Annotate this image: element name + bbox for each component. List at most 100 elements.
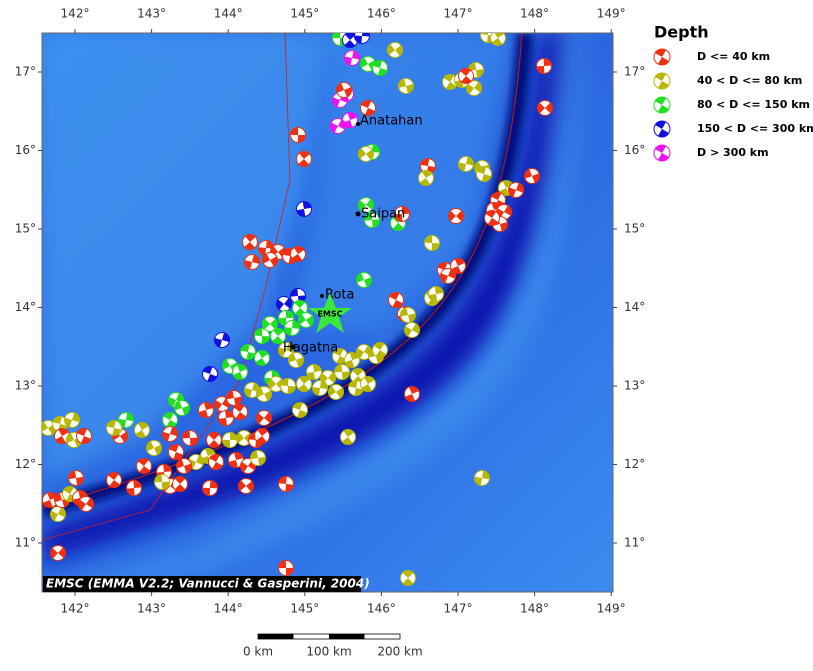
- beachball: [360, 56, 376, 72]
- place-label: Saipan: [361, 207, 405, 222]
- beachball-quadrant: [290, 127, 306, 143]
- legend: D <= 40 km 40 < D <= 80 km 80 < D <= 150 k…: [653, 48, 813, 162]
- bathymetry: [42, 33, 613, 592]
- lon-label: 143°: [137, 602, 166, 616]
- beachball-quadrant: [356, 272, 372, 288]
- beachball-quadrant: [264, 370, 280, 386]
- beachball: [198, 402, 214, 418]
- beachball: [330, 118, 346, 134]
- beachball-quadrant: [162, 426, 178, 442]
- beachball: [270, 328, 286, 344]
- beachball: [244, 254, 260, 270]
- lon-label: 144°: [214, 602, 243, 616]
- beachball: [42, 420, 56, 436]
- lon-label: 146°: [367, 602, 396, 616]
- lon-label: 144°: [214, 7, 243, 21]
- beachball: [182, 430, 198, 446]
- beachball-quadrant: [163, 412, 177, 428]
- legend-title: Depth: [654, 23, 709, 42]
- beachball-quadrant: [491, 33, 505, 46]
- lat-label: 11°: [15, 536, 36, 550]
- beachball-quadrant: [222, 432, 238, 448]
- beachball: [418, 170, 434, 186]
- beachball-quadrant: [290, 288, 306, 304]
- place-dot: [356, 122, 360, 126]
- beachball: [354, 33, 370, 44]
- beachball-quadrant: [254, 328, 270, 344]
- beachball: [226, 390, 242, 406]
- beachball-quadrant: [387, 44, 403, 56]
- place-dot: [320, 294, 324, 298]
- beachball: [78, 496, 94, 512]
- beachball: [474, 470, 490, 486]
- beachball-quadrant: [491, 192, 505, 208]
- beachball: [238, 478, 254, 494]
- lon-label: 149°: [597, 602, 626, 616]
- beachball-quadrant: [258, 240, 274, 256]
- beachball: [232, 364, 248, 380]
- beachball-quadrant: [214, 397, 230, 411]
- beachball: [356, 272, 372, 288]
- beachball-quadrant: [244, 254, 260, 270]
- beachball: [372, 60, 388, 76]
- beachball-quadrant: [244, 234, 256, 250]
- beachball-quadrant: [168, 444, 184, 460]
- legend-label: D > 300 km: [697, 146, 769, 159]
- beachball: [278, 560, 294, 576]
- beachball-quadrant: [208, 432, 220, 448]
- place-dot: [290, 344, 296, 350]
- beachball-quadrant: [361, 376, 375, 392]
- beachball-quadrant: [280, 378, 296, 394]
- lat-label: 13°: [15, 379, 36, 393]
- beachball: [172, 476, 188, 492]
- beachball-quadrant: [476, 166, 492, 182]
- beachball: [276, 296, 292, 312]
- beachball: [312, 380, 328, 396]
- beachball: [118, 412, 134, 428]
- beachball-quadrant: [202, 480, 218, 496]
- beachball: [106, 472, 122, 488]
- beachball-quadrant: [126, 480, 142, 496]
- beachball-quadrant: [188, 455, 204, 469]
- beachball-quadrant: [244, 382, 260, 398]
- beachball-quadrant: [78, 497, 94, 511]
- beachball-quadrant: [398, 78, 414, 94]
- beachball: [537, 100, 553, 116]
- beachball-quadrant: [298, 151, 310, 167]
- lat-label: 14°: [624, 300, 645, 314]
- beachball: [168, 444, 184, 460]
- beachball-quadrant: [320, 372, 336, 384]
- beachball: [653, 72, 671, 90]
- beachball-quadrant: [424, 235, 440, 251]
- lon-label: 142°: [61, 602, 90, 616]
- beachball-quadrant: [64, 412, 80, 428]
- beachball: [222, 432, 238, 448]
- beachball-quadrant: [226, 390, 242, 406]
- beachball-quadrant: [278, 560, 294, 576]
- beachball-quadrant: [154, 474, 170, 490]
- beachball: [490, 192, 506, 208]
- beachball-quadrant: [291, 246, 305, 262]
- beachball: [296, 201, 312, 217]
- beachball: [334, 364, 350, 380]
- legend-label: 150 < D <= 300 km: [697, 122, 813, 135]
- beachball-quadrant: [460, 68, 472, 84]
- beachball-quadrant: [233, 404, 247, 420]
- beachball: [424, 235, 440, 251]
- beachball-quadrant: [428, 286, 444, 302]
- beachball-quadrant: [443, 74, 457, 90]
- beachball-quadrant: [272, 328, 284, 344]
- beachball-quadrant: [451, 258, 465, 274]
- lon-label: 143°: [137, 7, 166, 21]
- beachball: [440, 268, 456, 284]
- beachball-quadrant: [404, 323, 420, 337]
- beachball: [328, 384, 344, 400]
- beachball-quadrant: [42, 492, 58, 508]
- beachball: [254, 328, 270, 344]
- beachball: [358, 197, 374, 213]
- beachball-quadrant: [312, 380, 328, 396]
- place-label: Anatahan: [360, 114, 423, 129]
- beachball: [496, 204, 512, 220]
- beachball-quadrant: [485, 210, 499, 226]
- lat-label: 16°: [15, 143, 36, 157]
